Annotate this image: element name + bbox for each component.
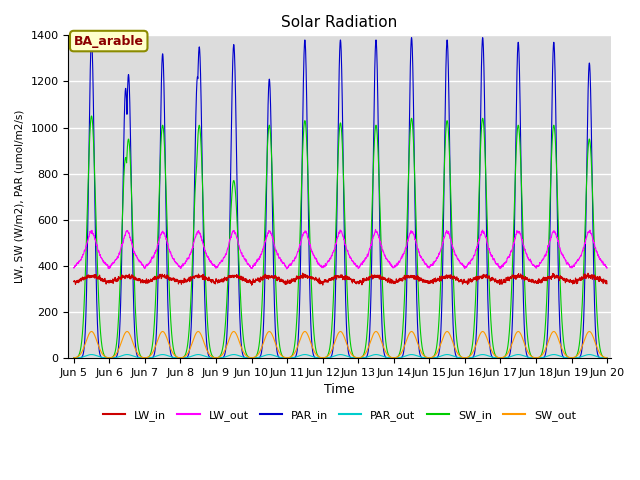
SW_in: [490, 348, 498, 354]
Line: LW_out: LW_out: [74, 230, 607, 269]
X-axis label: Time: Time: [324, 383, 355, 396]
LW_in: [248, 282, 255, 288]
SW_out: [166, 343, 173, 349]
SW_in: [460, 355, 468, 361]
SW_out: [490, 352, 498, 358]
PAR_in: [431, 355, 438, 361]
PAR_out: [321, 355, 328, 361]
SW_out: [70, 355, 77, 360]
SW_in: [603, 355, 611, 361]
LW_out: [70, 265, 77, 271]
SW_in: [603, 355, 611, 361]
SW_out: [431, 353, 438, 359]
LW_out: [460, 263, 468, 269]
LW_in: [70, 279, 77, 285]
SW_in: [70, 355, 77, 361]
PAR_in: [490, 355, 498, 361]
Legend: LW_in, LW_out, PAR_in, PAR_out, SW_in, SW_out: LW_in, LW_out, PAR_in, PAR_out, SW_in, S…: [99, 406, 580, 425]
LW_out: [490, 256, 498, 262]
PAR_in: [166, 340, 173, 346]
Title: Solar Radiation: Solar Radiation: [282, 15, 397, 30]
SW_out: [602, 355, 610, 360]
PAR_in: [321, 355, 328, 361]
LW_out: [603, 265, 611, 271]
LW_out: [321, 263, 328, 269]
PAR_out: [70, 355, 77, 361]
PAR_out: [490, 355, 498, 360]
PAR_out: [460, 355, 468, 361]
LW_in: [490, 276, 498, 282]
PAR_out: [431, 355, 438, 360]
LW_in: [431, 278, 438, 284]
LW_out: [283, 266, 291, 272]
Line: SW_out: SW_out: [74, 332, 607, 358]
PAR_out: [602, 355, 610, 361]
PAR_in: [603, 355, 611, 361]
Line: PAR_in: PAR_in: [74, 37, 607, 358]
PAR_out: [603, 355, 611, 361]
LW_out: [166, 247, 173, 253]
PAR_in: [408, 35, 415, 40]
LW_out: [603, 264, 611, 270]
PAR_in: [460, 355, 468, 361]
SW_in: [88, 113, 95, 119]
Y-axis label: LW, SW (W/m2), PAR (umol/m2/s): LW, SW (W/m2), PAR (umol/m2/s): [15, 110, 25, 283]
Line: SW_in: SW_in: [74, 116, 607, 358]
LW_out: [431, 259, 438, 265]
PAR_out: [166, 354, 173, 360]
Line: PAR_out: PAR_out: [74, 355, 607, 358]
PAR_out: [88, 352, 95, 358]
Text: BA_arable: BA_arable: [74, 35, 144, 48]
LW_in: [603, 281, 611, 287]
PAR_in: [603, 355, 611, 361]
LW_out: [372, 227, 380, 233]
LW_in: [299, 270, 307, 276]
PAR_in: [70, 355, 77, 361]
SW_in: [166, 296, 173, 302]
SW_in: [321, 355, 328, 360]
PAR_in: [248, 355, 255, 361]
SW_out: [603, 355, 611, 360]
SW_out: [460, 355, 468, 360]
SW_in: [568, 355, 575, 361]
LW_in: [166, 276, 173, 281]
LW_in: [460, 277, 468, 283]
LW_in: [603, 279, 611, 285]
Line: LW_in: LW_in: [74, 273, 607, 285]
SW_out: [88, 329, 95, 335]
SW_in: [431, 353, 438, 359]
SW_out: [321, 355, 328, 360]
LW_in: [321, 277, 328, 283]
